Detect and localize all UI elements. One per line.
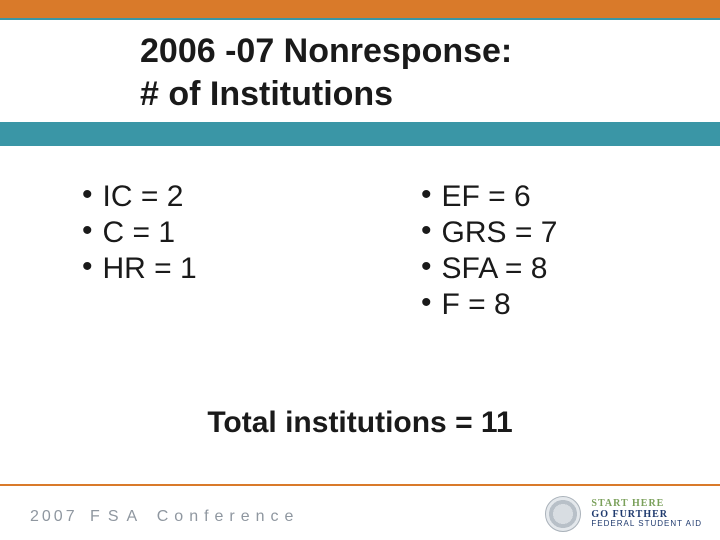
footer-conference-label: 2007 FSA Conference [30, 508, 299, 526]
total-line: Total institutions = 11 [0, 406, 720, 440]
bullet-dot-icon: • [421, 250, 432, 284]
bullet-dot-icon: • [421, 286, 432, 320]
bullet-item: • HR = 1 [82, 252, 381, 286]
seal-icon [545, 496, 581, 532]
right-column: • EF = 6 • GRS = 7 • SFA = 8 • F = 8 [381, 180, 720, 440]
title-line-2: # of Institutions [140, 73, 680, 116]
brand-line-3: FEDERAL STUDENT AID [591, 520, 702, 528]
bullet-item: • IC = 2 [82, 180, 381, 214]
bullet-dot-icon: • [82, 250, 93, 284]
bullet-text: SFA = 8 [442, 252, 548, 286]
bullet-item: • C = 1 [82, 216, 381, 250]
bullet-item: • EF = 6 [421, 180, 720, 214]
top-thin-line [0, 18, 720, 20]
lower-band [0, 122, 720, 146]
slide: 2006 -07 Nonresponse: # of Institutions … [0, 0, 720, 540]
title-line-1: 2006 -07 Nonresponse: [140, 30, 680, 73]
footer-year: 2007 [30, 508, 78, 525]
bullet-item: • GRS = 7 [421, 216, 720, 250]
slide-title: 2006 -07 Nonresponse: # of Institutions [140, 30, 680, 115]
footer-brand: START HERE GO FURTHER FEDERAL STUDENT AI… [545, 496, 702, 532]
bullet-item: • F = 8 [421, 288, 720, 322]
bullet-dot-icon: • [82, 214, 93, 248]
bullet-dot-icon: • [421, 178, 432, 212]
bullet-item: • SFA = 8 [421, 252, 720, 286]
brand-text: START HERE GO FURTHER FEDERAL STUDENT AI… [591, 499, 702, 528]
bullet-text: HR = 1 [103, 252, 197, 286]
bullet-text: F = 8 [442, 288, 511, 322]
bullet-text: IC = 2 [103, 180, 184, 214]
bullet-text: EF = 6 [442, 180, 531, 214]
top-band [0, 0, 720, 18]
total-text: Total institutions = 11 [207, 406, 512, 439]
content-area: • IC = 2 • C = 1 • HR = 1 • EF = 6 • GRS… [0, 180, 720, 440]
bullet-dot-icon: • [82, 178, 93, 212]
bullet-text: C = 1 [103, 216, 176, 250]
footer: 2007 FSA Conference START HERE GO FURTHE… [0, 486, 720, 540]
seal-ring [545, 496, 581, 532]
footer-word: Conference [157, 508, 300, 525]
left-column: • IC = 2 • C = 1 • HR = 1 [0, 180, 381, 440]
footer-org: FSA [90, 508, 144, 525]
bullet-dot-icon: • [421, 214, 432, 248]
title-block: 2006 -07 Nonresponse: # of Institutions [140, 30, 680, 115]
bullet-text: GRS = 7 [442, 216, 558, 250]
